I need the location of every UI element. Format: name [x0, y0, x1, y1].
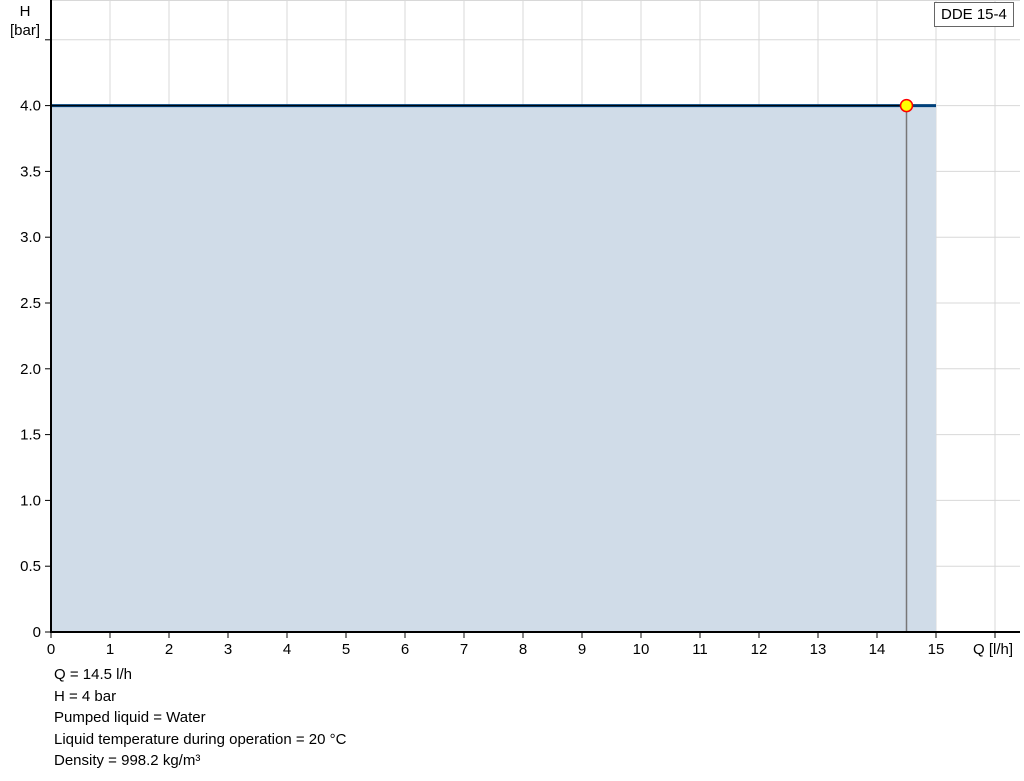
x-tick-label: 14 [869, 641, 886, 658]
x-tick-label: 11 [692, 641, 708, 658]
x-tick-label: 13 [810, 641, 827, 658]
x-tick-label: 1 [106, 641, 114, 658]
info-temperature: Liquid temperature during operation = 20… [54, 730, 347, 748]
y-tick-label: 3.0 [20, 229, 41, 246]
y-tick-label: 0.5 [20, 558, 41, 575]
x-tick-label: 8 [519, 641, 527, 658]
info-flow: Q = 14.5 l/h [54, 666, 132, 683]
y-axis-label: H [20, 3, 31, 20]
x-tick-label: 7 [460, 641, 468, 658]
y-tick-label: 1.0 [20, 492, 41, 509]
y-tick-label: 4.0 [20, 98, 41, 115]
y-tick-label: 2.5 [20, 295, 41, 312]
x-tick-label: 2 [165, 641, 173, 658]
x-tick-label: 3 [224, 641, 232, 658]
x-tick-label: 5 [342, 641, 350, 658]
info-liquid: Pumped liquid = Water [54, 709, 206, 726]
info-density: Density = 998.2 kg/m³ [54, 752, 201, 769]
operating-point [899, 98, 914, 113]
x-axis-label: Q [l/h] [973, 641, 1013, 658]
operating-info: Q = 14.5 l/h H = 4 bar Pumped liquid = W… [54, 664, 346, 772]
y-tick-label: 1.5 [20, 427, 41, 444]
y-axis-unit: [bar] [10, 22, 40, 39]
legend-label: DDE 15-4 [934, 2, 1014, 27]
x-tick-label: 9 [578, 641, 586, 658]
curve-area [51, 105, 936, 633]
x-tick-label: 4 [283, 641, 291, 658]
y-tick-label: 3.5 [20, 163, 41, 180]
pump-curve-chart: 0 1 2 3 4 5 6 7 8 9 10 11 12 13 14 15 Q [l/h]00.51.01.52… [10, 0, 1020, 658]
x-tick-label: 15 [928, 641, 945, 658]
y-tick-label: 0 [33, 624, 41, 641]
x-tick-label: 10 [633, 641, 650, 658]
x-tick-label: 6 [401, 641, 409, 658]
info-head: H = 4 bar [54, 687, 117, 705]
x-tick-label: 12 [751, 641, 768, 658]
y-tick-label: 2.0 [20, 361, 41, 378]
x-tick-label: 0 [47, 641, 55, 658]
